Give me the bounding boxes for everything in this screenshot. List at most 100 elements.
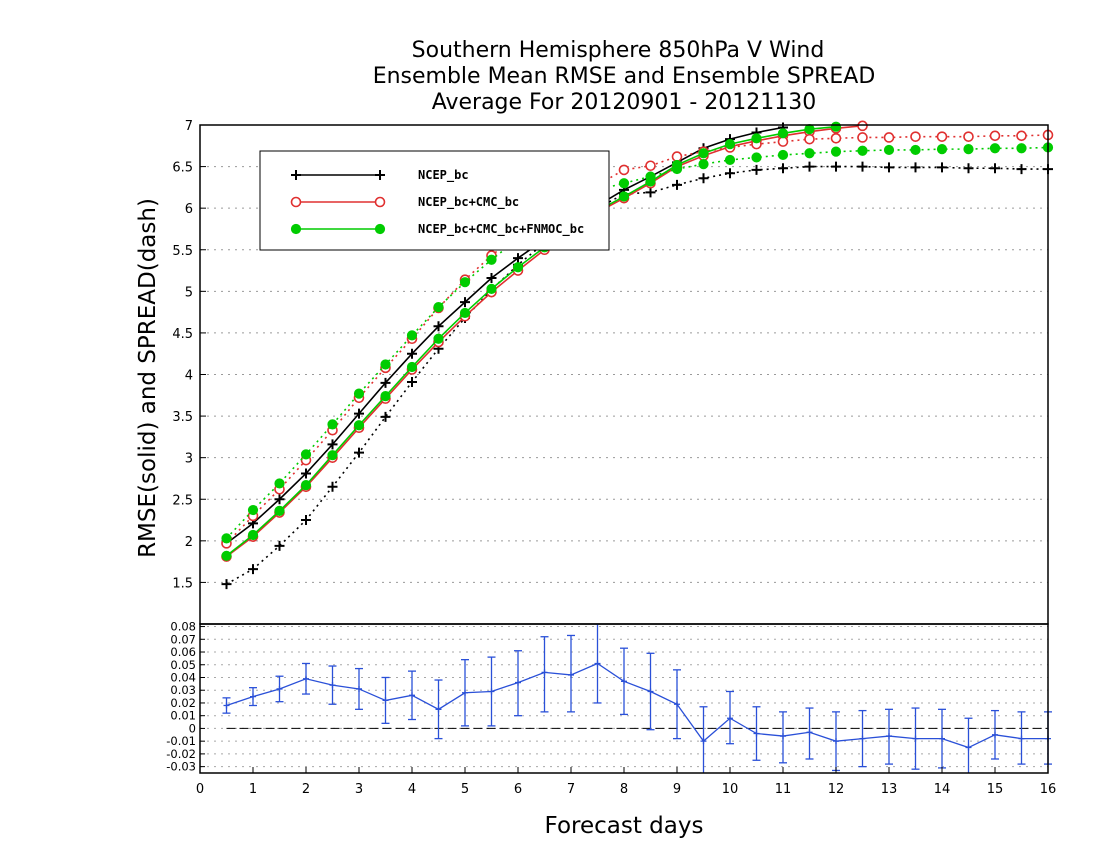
data-point (486, 254, 497, 265)
data-point (963, 131, 974, 142)
bottom-gridlines (200, 626, 1048, 768)
difference-panel: -0.03-0.02-0.0100.010.020.030.040.050.06… (166, 620, 1056, 839)
title-line-2: Ensemble Mean RMSE and Ensemble SPREAD (373, 64, 876, 89)
data-point (804, 148, 815, 159)
data-point (291, 170, 301, 180)
data-point (804, 133, 815, 145)
y-tick-label: 0.06 (170, 645, 196, 659)
y-tick-label: 1.5 (172, 576, 193, 591)
y-tick-label: 6 (185, 202, 193, 217)
y-tick-label: 7 (185, 119, 193, 134)
data-point (303, 675, 309, 682)
data-point (301, 468, 311, 479)
series-line (226, 126, 784, 544)
x-tick-label: 15 (987, 782, 1004, 797)
data-point (374, 196, 386, 208)
data-point (753, 730, 760, 737)
data-point (910, 144, 921, 156)
data-point (486, 273, 497, 284)
title-line-1: Southern Hemisphere 850hPa V Wind (412, 38, 825, 63)
x-tick-label: 8 (620, 782, 628, 797)
legend: NCEP_bc NCEP_bc+CMC_bc NCEP_bc+CMC_bc+FNMO… (259, 150, 610, 251)
data-point (965, 744, 972, 751)
data-point (515, 679, 521, 686)
legend-item: NCEP_bc (291, 168, 469, 183)
data-point (936, 131, 948, 142)
data-point (936, 144, 948, 155)
x-tick-label: 11 (775, 782, 792, 797)
legend-label: NCEP_bc+CMC_bc+FNMOC_bc (418, 222, 584, 237)
data-point (327, 439, 338, 450)
data-point (486, 283, 497, 294)
data-point (698, 173, 709, 184)
x-tick-label: 10 (722, 782, 739, 797)
data-point (356, 685, 362, 692)
data-point (857, 161, 868, 172)
data-point (830, 133, 842, 144)
data-point (380, 377, 391, 388)
data-point (274, 540, 285, 551)
legend-label: NCEP_bc+CMC_bc (418, 195, 519, 210)
data-point (329, 682, 336, 689)
data-point (777, 128, 789, 139)
data-point (698, 148, 709, 159)
data-point (382, 697, 389, 704)
y-tick-label: 0.05 (170, 658, 196, 672)
x-tick-label: 13 (881, 782, 898, 797)
y-tick-label: 0.04 (170, 670, 196, 684)
data-point (645, 171, 656, 182)
y-tick-label: 5.5 (172, 244, 193, 259)
data-point (830, 121, 842, 132)
data-point (462, 689, 468, 696)
data-point (751, 152, 762, 163)
data-point (990, 163, 1000, 174)
data-point (700, 738, 707, 745)
data-point (380, 411, 391, 422)
y-tick-label: 0.08 (170, 620, 196, 634)
data-point (777, 149, 789, 161)
data-point (857, 120, 868, 132)
data-point (1016, 164, 1027, 175)
data-point (780, 733, 786, 740)
y-tick-label: -0.01 (166, 734, 196, 748)
rmse-spread-panel: 1.5 2 2.5 3 3.5 4 4.5 5 5.5 6 6.5 7 RMSE(solid) and… (135, 119, 1054, 625)
data-point (778, 163, 788, 174)
y-tick-label: 0.03 (170, 683, 196, 697)
data-point (541, 669, 548, 676)
data-point (1016, 143, 1027, 154)
data-point (618, 164, 630, 176)
data-point (380, 359, 391, 370)
data-point (380, 391, 391, 402)
title-line-3: Average For 20120901 - 20121130 (432, 90, 817, 115)
data-point (435, 706, 442, 713)
x-tick-label: 0 (196, 782, 204, 797)
data-point (274, 494, 285, 505)
x-tick-label: 7 (567, 782, 575, 797)
data-point (698, 158, 709, 170)
data-point (460, 297, 470, 308)
y-tick-label: 4 (185, 369, 193, 384)
data-point (804, 124, 815, 135)
data-point (409, 692, 415, 699)
y-tick-label: 0.02 (170, 696, 196, 710)
data-point (833, 738, 839, 745)
data-point (1016, 130, 1027, 142)
data-point (290, 223, 302, 235)
x-tick-label: 2 (302, 782, 310, 797)
legend-item: NCEP_bc+CMC_bc (290, 195, 519, 210)
legend-item: NCEP_bc+CMC_bc+FNMOC_bc (290, 222, 584, 237)
data-point (354, 447, 364, 458)
data-point (406, 361, 418, 373)
x-tick-label: 1 (249, 782, 257, 797)
data-point (727, 715, 733, 722)
x-tick-label: 12 (828, 782, 845, 797)
x-tick-label: 4 (408, 782, 416, 797)
data-point (645, 160, 656, 172)
data-point (274, 478, 285, 489)
data-point (647, 688, 654, 695)
data-point (884, 162, 894, 173)
data-point (963, 144, 974, 155)
data-point (777, 136, 789, 147)
data-point (724, 154, 736, 166)
data-point (276, 685, 283, 692)
